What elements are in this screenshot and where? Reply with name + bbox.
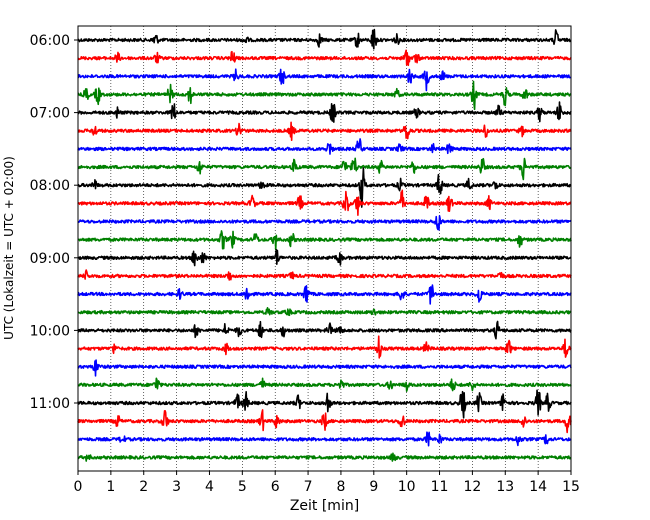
x-tick-label: 15 (562, 479, 580, 495)
trace-1015 (77, 335, 572, 359)
x-tick-label: 13 (496, 479, 514, 495)
x-tick-label: 10 (398, 479, 416, 495)
y-tick-label: 11:00 (30, 396, 70, 412)
trace-0845 (77, 230, 572, 251)
y-axis-label: UTC (Lokalzeit = UTC + 02:00) (2, 156, 16, 340)
trace-0630 (77, 68, 572, 92)
y-tick-label: 09:00 (30, 251, 70, 267)
y-tick-label: 06:00 (30, 33, 70, 49)
trace-1000 (77, 320, 572, 340)
trace-0815 (77, 189, 572, 216)
x-tick-label: 9 (369, 479, 378, 495)
trace-0745 (77, 157, 572, 181)
trace-0945 (77, 306, 572, 317)
x-tick-label: 0 (74, 479, 83, 495)
trace-lines (77, 28, 572, 462)
trace-0645 (77, 80, 572, 111)
trace-1145 (77, 452, 572, 462)
x-tick-label: 14 (529, 479, 547, 495)
trace-0700 (77, 101, 572, 123)
y-tick-label: 08:00 (30, 178, 70, 194)
trace-1100 (77, 389, 572, 419)
trace-0930 (77, 284, 572, 305)
y-axis-ticks: 06:00 07:00 08:00 09:00 10:00 11:00 (30, 33, 78, 412)
trace-0800 (77, 167, 572, 208)
trace-1030 (77, 359, 572, 377)
trace-0600 (77, 28, 572, 50)
x-tick-label: 8 (336, 479, 345, 495)
trace-1045 (77, 377, 572, 392)
trace-1115 (77, 409, 572, 434)
grid-lines (110, 26, 539, 471)
x-axis-ticks: 0 1 2 3 4 5 6 7 8 9 10 11 12 13 14 15 (74, 471, 580, 495)
trace-0730 (77, 138, 572, 155)
trace-1130 (77, 431, 572, 447)
x-tick-label: 12 (463, 479, 481, 495)
x-tick-label: 3 (172, 479, 181, 495)
x-tick-label: 11 (431, 479, 449, 495)
trace-0830 (77, 215, 572, 231)
trace-0915 (77, 269, 572, 281)
trace-0900 (77, 248, 572, 267)
x-tick-label: 7 (304, 479, 313, 495)
x-tick-label: 4 (205, 479, 214, 495)
y-tick-label: 10:00 (30, 323, 70, 339)
trace-0615 (77, 49, 572, 67)
trace-0715 (77, 121, 572, 142)
x-tick-label: 6 (271, 479, 280, 495)
x-tick-label: 1 (106, 479, 115, 495)
y-tick-label: 07:00 (30, 106, 70, 122)
x-tick-label: 5 (238, 479, 247, 495)
plot-frame (77, 25, 572, 472)
x-axis-label: Zeit [min] (290, 498, 359, 514)
x-tick-label: 2 (139, 479, 148, 495)
